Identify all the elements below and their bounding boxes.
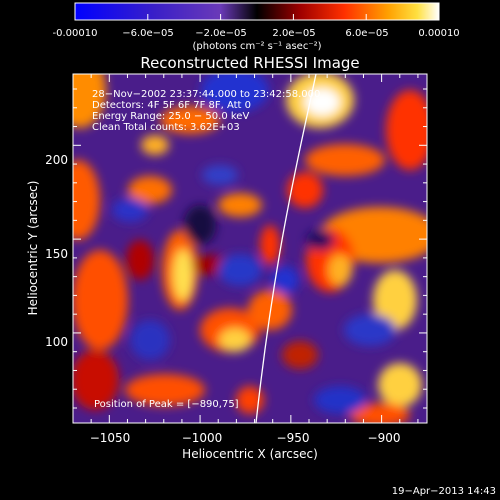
info-line: Clean Total counts: 3.62E+03 xyxy=(92,122,240,133)
solar-limb-line xyxy=(255,74,317,423)
x-axis-label: Heliocentric X (arcsec) xyxy=(182,447,318,461)
x-tick-label: −900 xyxy=(368,431,401,445)
x-tick-label: −950 xyxy=(277,431,310,445)
info-line: Energy Range: 25.0 − 50.0 keV xyxy=(92,111,249,122)
info-line: Detectors: 4F 5F 6F 7F 8F, Att 0 xyxy=(92,100,251,111)
axis-ticks xyxy=(73,74,427,423)
colorbar-tick-label: 6.0e−05 xyxy=(345,28,388,39)
x-tick-labels: −1050 −1000 −950 −900 xyxy=(90,431,401,445)
colorbar xyxy=(74,2,440,21)
y-tick-labels: 100 150 200 xyxy=(45,153,68,349)
y-tick-label: 150 xyxy=(45,247,68,261)
rhessi-image xyxy=(73,74,427,423)
plot-title: Reconstructed RHESSI Image xyxy=(140,54,359,72)
footer-date: 19−Apr−2013 14:43 xyxy=(392,486,496,497)
colorbar-unit-label: (photons cm⁻² s⁻¹ asec⁻²) xyxy=(192,41,321,52)
colorbar-tick-labels: -0.00010 −6.0e−05 −2.0e−05 2.0e−05 6.0e−… xyxy=(53,28,460,39)
colorbar-ticks xyxy=(74,14,440,20)
y-tick-label: 100 xyxy=(45,335,68,349)
y-axis-label: Heliocentric Y (arcsec) xyxy=(26,181,40,316)
info-line: 28−Nov−2002 23:37:44.000 to 23:42:58.000 xyxy=(92,89,320,100)
colorbar-tick-label: 0.00010 xyxy=(418,28,459,39)
observation-info: 28−Nov−2002 23:37:44.000 to 23:42:58.000… xyxy=(92,89,320,133)
peak-position-label: Position of Peak = [−890,75] xyxy=(94,399,239,410)
colorbar-tick-label: -0.00010 xyxy=(53,28,98,39)
colorbar-tick-label: −2.0e−05 xyxy=(195,28,247,39)
colorbar-tick-label: 2.0e−05 xyxy=(272,28,315,39)
x-tick-label: −1000 xyxy=(182,431,223,445)
plot-frame xyxy=(72,73,428,424)
y-tick-label: 200 xyxy=(45,153,68,167)
x-tick-label: −1050 xyxy=(90,431,131,445)
colorbar-tick-label: −6.0e−05 xyxy=(122,28,174,39)
